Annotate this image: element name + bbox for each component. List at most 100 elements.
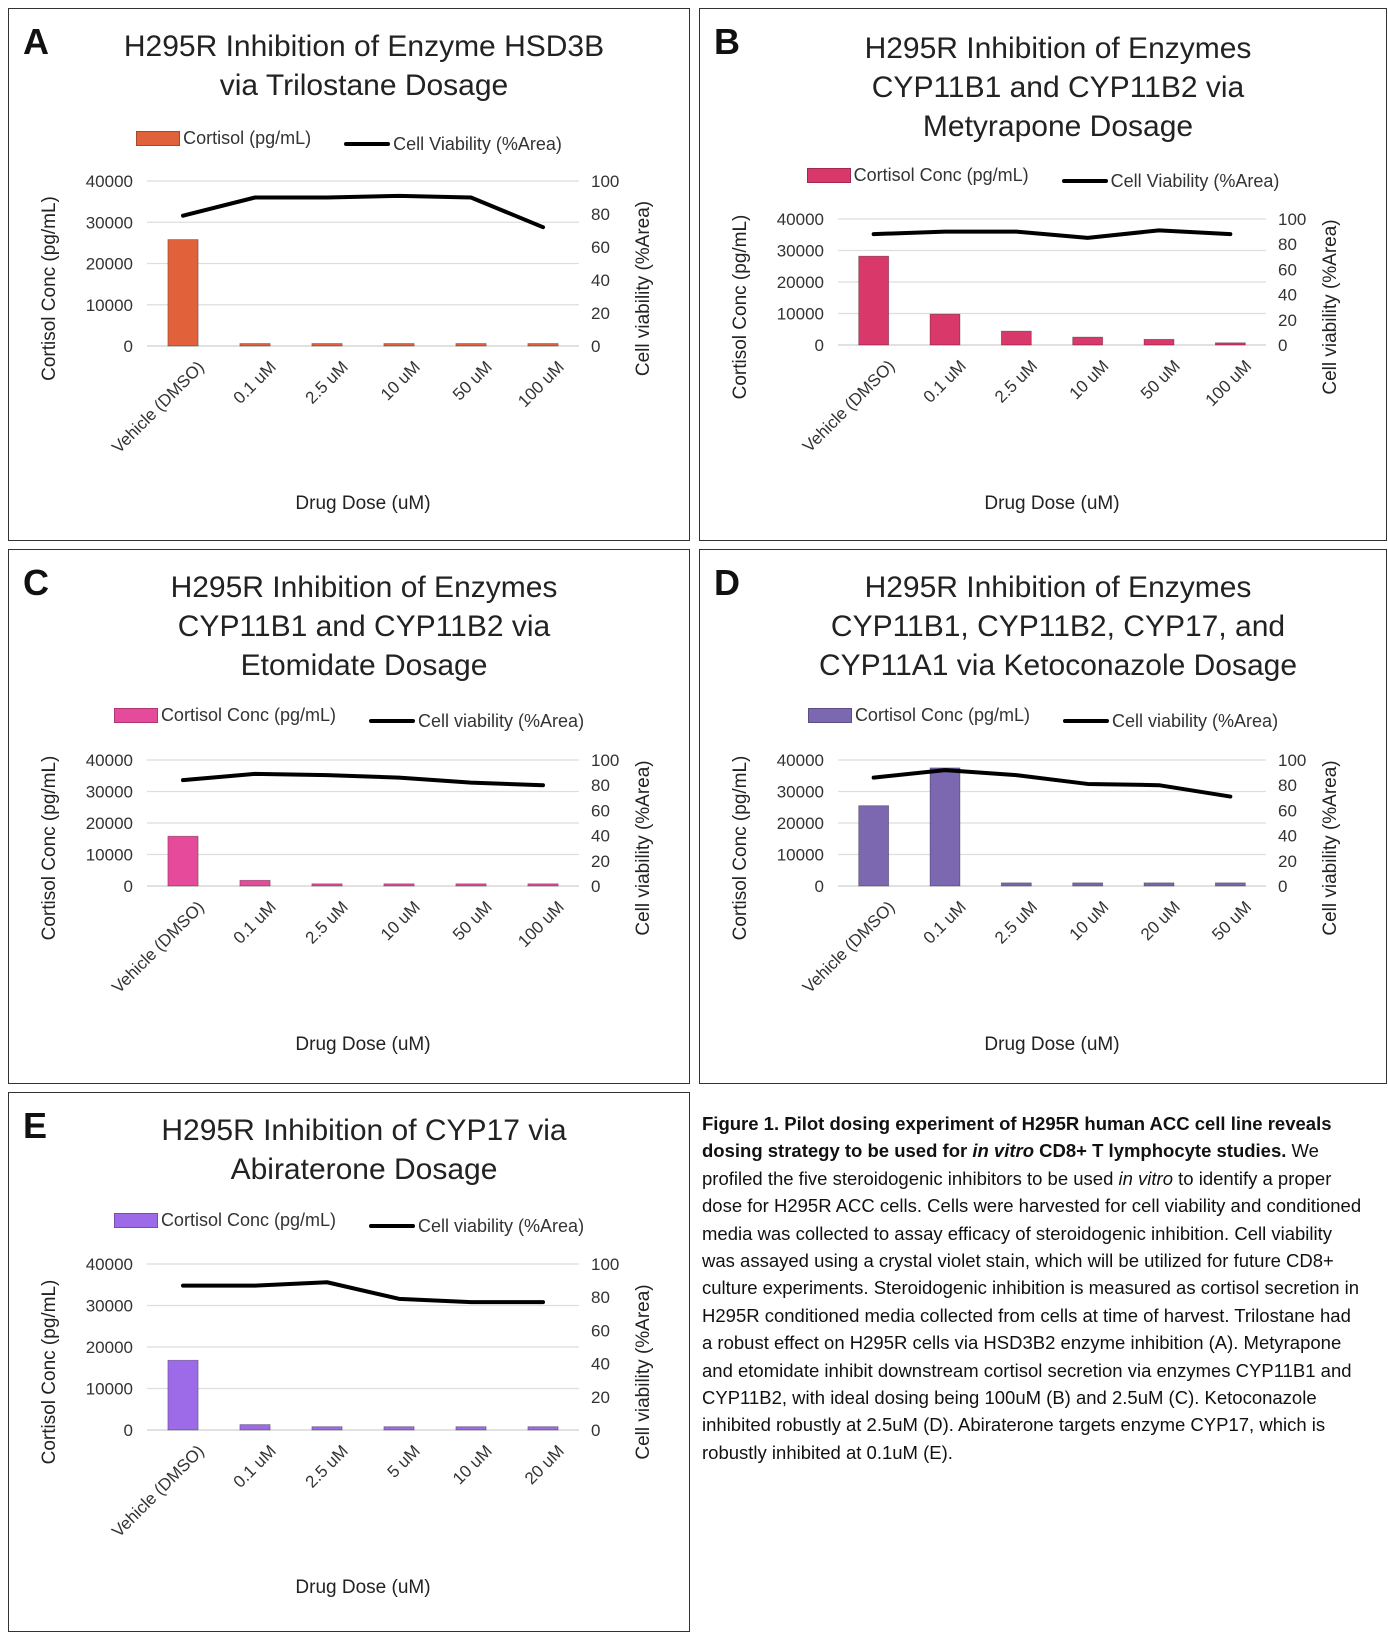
y2-tick-label: 80 [1278,235,1297,254]
chart-c: 010000200003000040000020406080100Vehicle… [9,550,691,1085]
x-tick-label: 20 uM [1137,897,1184,944]
y2-tick-label: 60 [591,238,610,257]
bar [1073,337,1103,345]
y2-tick-label: 100 [591,751,619,770]
y-tick-label: 20000 [86,814,133,833]
y-axis-title: Cortisol Conc (pg/mL) [39,196,60,381]
x-tick-label: 20 uM [521,1441,568,1488]
x-tick-label: 10 uM [377,897,424,944]
x-tick-label: 50 uM [449,357,496,404]
y2-tick-label: 60 [591,801,610,820]
y-tick-label: 0 [124,1421,133,1440]
y2-tick-label: 0 [1278,336,1287,355]
x-tick-label: 2.5 uM [991,897,1041,947]
x-axis-title: Drug Dose (uM) [295,1034,430,1055]
x-tick-label: Vehicle (DMSO) [799,356,899,456]
viability-line [874,230,1231,238]
y2-tick-label: 40 [1278,286,1297,305]
y2-tick-label: 40 [1278,827,1297,846]
bar [168,836,198,886]
y2-tick-label: 40 [591,271,610,290]
x-tick-label: 100 uM [514,897,568,951]
y-tick-label: 30000 [86,1297,133,1316]
bar [1073,883,1103,886]
y-tick-label: 10000 [777,846,824,865]
bar [456,1427,486,1430]
y-tick-label: 40000 [777,210,824,229]
bar [384,884,414,886]
panel-c: C H295R Inhibition of Enzymes CYP11B1 an… [8,549,690,1084]
y-tick-label: 10000 [86,1380,133,1399]
y-tick-label: 40000 [86,1255,133,1274]
y-tick-label: 0 [815,336,824,355]
y-tick-label: 30000 [86,213,133,232]
y-tick-label: 10000 [777,305,824,324]
bar [168,240,198,346]
bar [859,806,889,886]
x-tick-label: Vehicle (DMSO) [108,897,208,997]
bar [1215,883,1245,886]
x-axis-title: Drug Dose (uM) [295,493,430,514]
x-tick-label: 50 uM [1137,356,1184,403]
y2-tick-label: 0 [591,877,600,896]
viability-line [183,1282,543,1302]
x-tick-label: Vehicle (DMSO) [108,357,208,457]
y-axis-title: Cortisol Conc (pg/mL) [39,756,60,941]
y2-tick-label: 20 [591,1388,610,1407]
y-tick-label: 0 [815,877,824,896]
y2-tick-label: 60 [591,1321,610,1340]
y2-tick-label: 20 [591,852,610,871]
y2-tick-label: 100 [1278,210,1306,229]
panel-a: A H295R Inhibition of Enzyme HSD3B via T… [8,8,690,541]
x-tick-label: 100 uM [1202,356,1256,410]
y-tick-label: 40000 [777,751,824,770]
x-tick-label: 100 uM [514,357,568,411]
x-tick-label: 50 uM [449,897,496,944]
x-tick-label: 50 uM [1208,897,1255,944]
x-tick-label: 0.1 uM [920,897,970,947]
y-tick-label: 20000 [777,273,824,292]
y2-tick-label: 20 [591,304,610,323]
y-axis-title: Cortisol Conc (pg/mL) [730,215,751,400]
chart-b: 010000200003000040000020406080100Vehicle… [700,9,1388,542]
figure-caption: Figure 1. Pilot dosing experiment of H29… [702,1110,1362,1466]
y-tick-label: 40000 [86,751,133,770]
y-tick-label: 20000 [86,255,133,274]
caption-lead: Figure 1. Pilot dosing experiment of H29… [702,1113,1332,1161]
bar [528,344,558,346]
y-tick-label: 20000 [86,1338,133,1357]
y2-tick-label: 80 [591,776,610,795]
bar [1001,331,1031,345]
bar [930,314,960,345]
x-tick-label: 0.1 uM [230,1441,280,1491]
y2-tick-label: 100 [591,1255,619,1274]
y2-tick-label: 20 [1278,311,1297,330]
bar [240,344,270,346]
bar [312,884,342,886]
y-tick-label: 30000 [777,783,824,802]
y2-tick-label: 0 [591,1421,600,1440]
bar [384,1427,414,1430]
y2-tick-label: 100 [1278,751,1306,770]
y-axis-title: Cortisol Conc (pg/mL) [39,1280,60,1465]
y2-axis-title: Cell viability (%Area) [633,760,654,935]
y2-axis-title: Cell viability (%Area) [1320,760,1341,935]
x-tick-label: 10 uM [449,1441,496,1488]
x-tick-label: 0.1 uM [230,357,280,407]
y2-tick-label: 80 [1278,776,1297,795]
x-tick-label: 2.5 uM [302,357,352,407]
y-tick-label: 10000 [86,846,133,865]
x-tick-label: Vehicle (DMSO) [108,1441,208,1541]
y2-axis-title: Cell viability (%Area) [633,201,654,376]
bar [384,344,414,346]
bar [1144,339,1174,345]
x-tick-label: 2.5 uM [302,897,352,947]
panel-b: B H295R Inhibition of Enzymes CYP11B1 an… [699,8,1387,541]
y2-tick-label: 100 [591,172,619,191]
x-tick-label: 5 uM [384,1441,424,1481]
bar [528,1427,558,1430]
bar [312,1427,342,1430]
x-tick-label: Vehicle (DMSO) [799,897,899,997]
x-tick-label: 0.1 uM [230,897,280,947]
bar [859,256,889,345]
